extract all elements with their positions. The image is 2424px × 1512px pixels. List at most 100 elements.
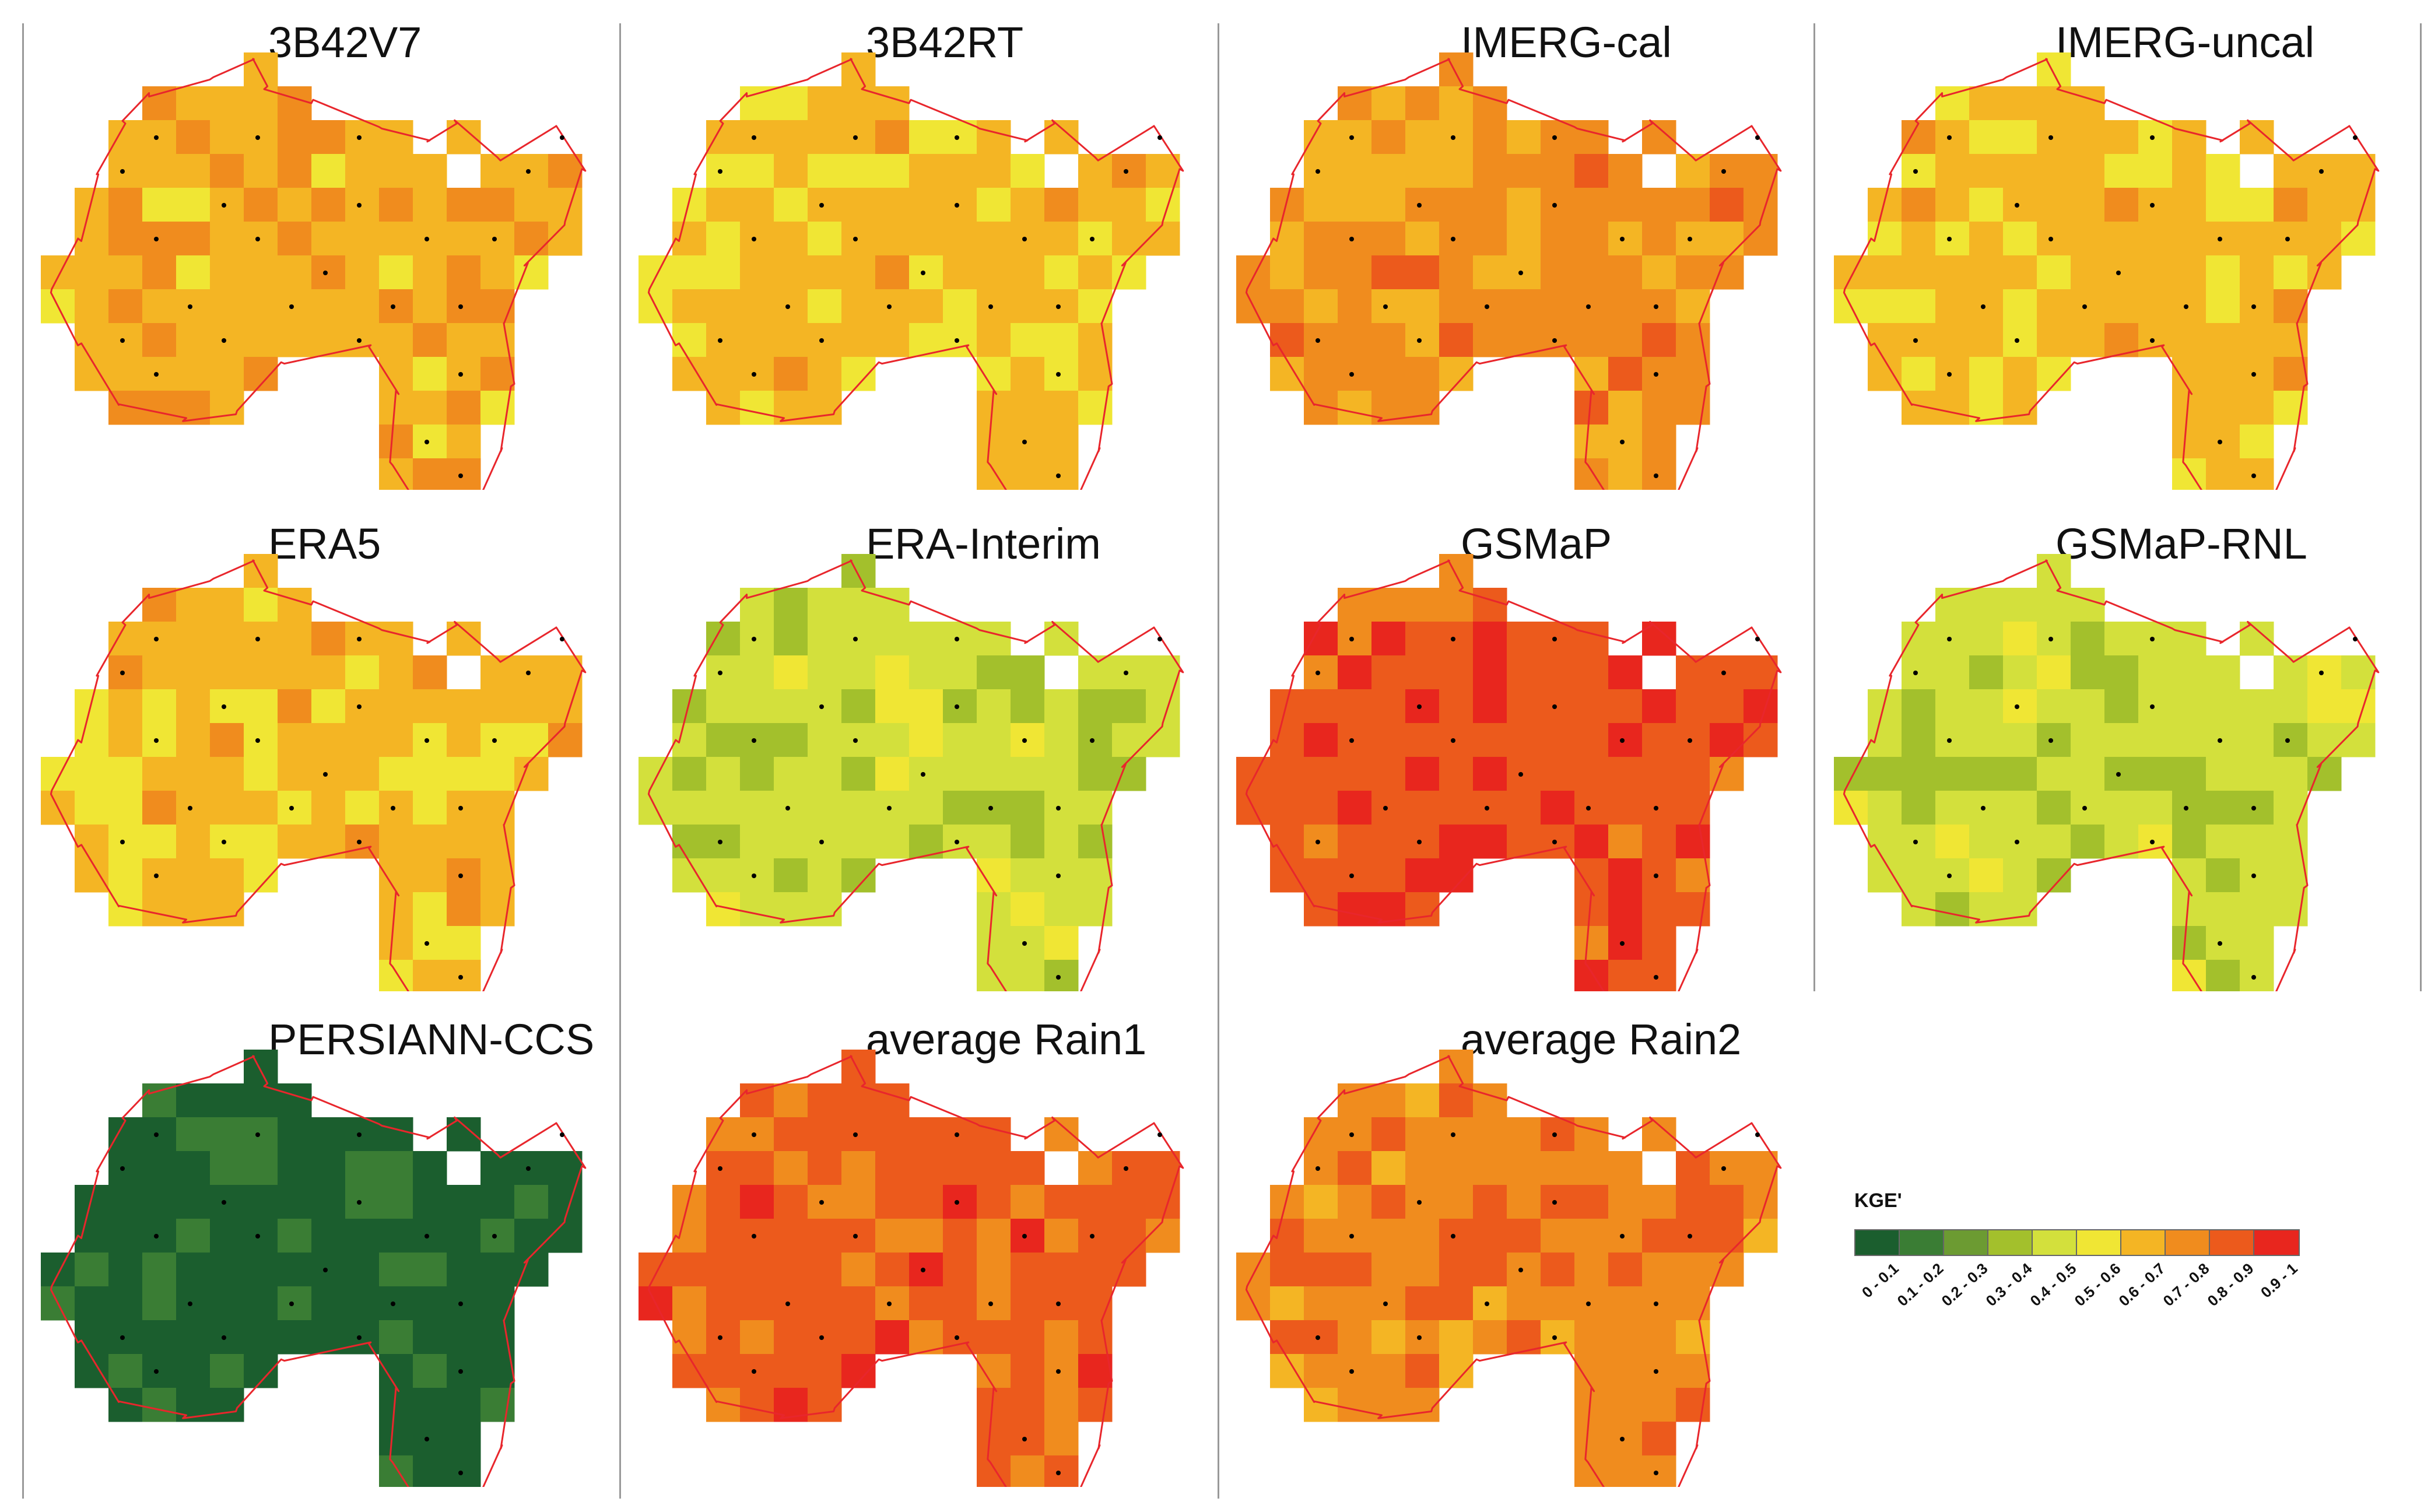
grid-cell <box>1642 255 1676 290</box>
grid-cell <box>909 622 943 656</box>
grid-cell <box>808 255 842 290</box>
grid-cell <box>2172 757 2206 791</box>
grid-cell <box>278 757 312 791</box>
grid-cell <box>244 154 278 188</box>
gauge-station <box>1022 1234 1027 1239</box>
grid-cell <box>841 1185 876 1219</box>
grid-cell <box>447 723 481 757</box>
grid-cell <box>2071 323 2105 357</box>
grid-cell <box>2003 188 2037 222</box>
gauge-station <box>425 1234 429 1239</box>
grid-cell <box>977 791 1011 825</box>
grid-cell <box>2003 655 2037 690</box>
grid-cell <box>1935 622 1970 656</box>
gauge-station <box>1349 738 1354 743</box>
gauge-station <box>887 304 892 309</box>
grid-cell <box>1146 188 1180 222</box>
legend-label: 0.4 - 0.5 <box>2026 1260 2080 1310</box>
grid-cell <box>1676 723 1710 757</box>
grid-cell <box>2172 255 2206 290</box>
grid-cell <box>808 357 842 391</box>
grid-cell <box>943 825 977 859</box>
grid-cell <box>1270 858 1304 893</box>
grid-cell <box>210 1253 244 1287</box>
grid-cell <box>108 858 143 893</box>
grid-cell <box>311 255 346 290</box>
grid-cell <box>1935 757 1970 791</box>
grid-cell <box>1011 154 1045 188</box>
grid-cell <box>706 1354 741 1388</box>
grid-cell <box>2240 960 2274 991</box>
grid-cell <box>1044 757 1079 791</box>
grid-cell <box>1078 1185 1113 1219</box>
grid-cell <box>2071 655 2105 690</box>
grid-cell <box>2240 825 2274 859</box>
grid-cell <box>1078 791 1113 825</box>
grid-cell <box>1011 825 1045 859</box>
grid-cell <box>480 255 515 290</box>
grid-cell <box>142 1286 177 1321</box>
gauge-station <box>1586 806 1591 811</box>
grid-cell <box>1574 357 1609 391</box>
grid-cell <box>176 689 211 724</box>
grid-cell <box>1078 757 1113 791</box>
grid-cell <box>1439 120 1474 155</box>
basin-outline <box>1245 1055 1782 1487</box>
gauge-station <box>2218 941 2222 946</box>
grid-cell <box>977 188 1011 222</box>
grid-cell <box>480 723 515 757</box>
grid-cell <box>1044 1388 1079 1422</box>
grid-cell <box>210 1151 244 1185</box>
grid-cell <box>1044 425 1079 459</box>
grid-cell <box>1405 154 1440 188</box>
grid-cell <box>345 791 380 825</box>
grid-cell <box>176 1185 211 1219</box>
grid-cell <box>1541 1185 1575 1219</box>
grid-cell <box>1270 1286 1304 1321</box>
grid-cell <box>1902 825 1936 859</box>
grid-cell <box>2172 323 2206 357</box>
grid-cell <box>2071 222 2105 256</box>
grid-cell <box>1405 689 1440 724</box>
grid-cell <box>1011 1455 1045 1487</box>
grid-cell <box>740 655 774 690</box>
grid-cell <box>1608 1185 1643 1219</box>
grid-cell <box>740 892 774 927</box>
grid-cell <box>1112 723 1146 757</box>
grid-cell <box>480 1286 515 1321</box>
grid-cell <box>447 391 481 425</box>
grid-cell <box>345 825 380 859</box>
grid-cell <box>1270 723 1304 757</box>
grid-cell <box>1011 791 1045 825</box>
grid-cell <box>1868 723 1902 757</box>
gauge-station <box>1654 1369 1658 1374</box>
grid-cell <box>379 289 413 324</box>
grid-cell <box>1608 1422 1643 1456</box>
grid-cell <box>740 588 774 622</box>
grid-cell <box>108 357 143 391</box>
grid-cell <box>311 289 346 324</box>
grid-cell <box>909 655 943 690</box>
grid-cell <box>345 323 380 357</box>
grid-cell <box>1439 255 1474 290</box>
grid-cell <box>1338 255 1372 290</box>
grid-cell <box>1574 723 1609 757</box>
grid-cell <box>875 154 910 188</box>
grid-cell <box>977 1117 1011 1152</box>
grid-cell <box>875 655 910 690</box>
grid-cell <box>278 622 312 656</box>
grid-cell <box>1608 1219 1643 1253</box>
grid-cell <box>977 858 1011 893</box>
grid-cell <box>1044 926 1079 960</box>
grid-cell <box>774 323 808 357</box>
grid-cell <box>413 1455 447 1487</box>
gauge-station <box>1157 135 1162 140</box>
grid-cell <box>1371 1286 1406 1321</box>
grid-cell <box>480 1219 515 1253</box>
gauge-station <box>1552 338 1557 343</box>
divider-line <box>22 23 24 1499</box>
legend-label: 0.7 - 0.8 <box>2159 1260 2213 1310</box>
grid-cell <box>447 1117 481 1152</box>
grid-cell <box>740 1388 774 1422</box>
grid-cell <box>2104 154 2139 188</box>
